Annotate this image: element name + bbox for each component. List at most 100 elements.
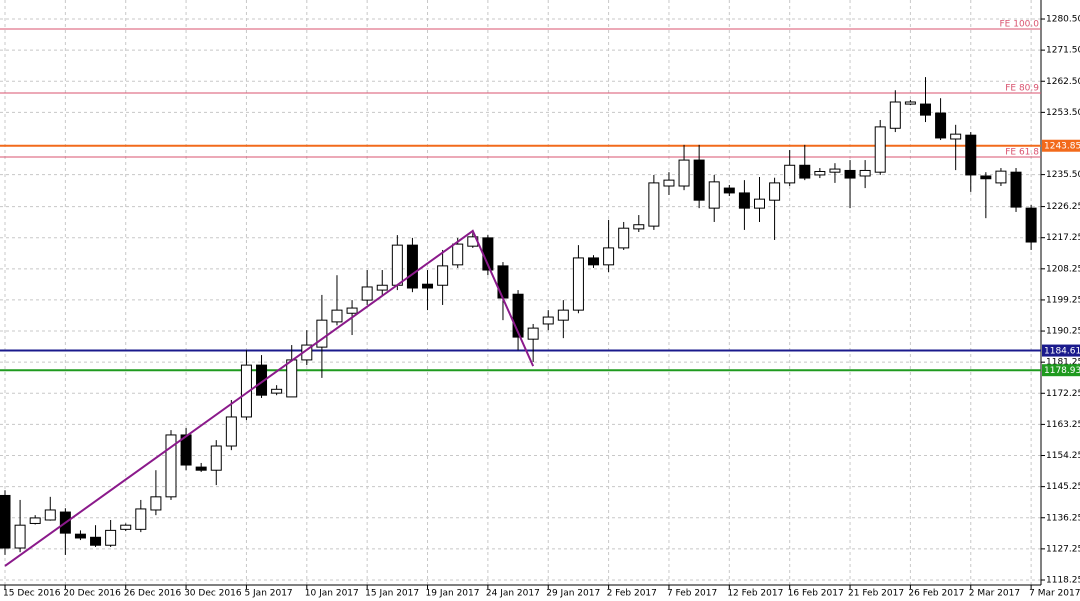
candle-body xyxy=(120,524,132,530)
candle-body xyxy=(648,182,660,227)
candle-body xyxy=(904,101,916,105)
candle-body xyxy=(1025,207,1037,243)
candle-body xyxy=(678,159,690,187)
candle-body xyxy=(708,181,720,209)
price-tag xyxy=(1042,139,1080,152)
candle-body xyxy=(105,529,117,546)
candle-body xyxy=(693,159,705,201)
candle-body xyxy=(874,126,886,173)
candle-body xyxy=(603,247,615,266)
candle-body xyxy=(452,243,464,266)
candle-body xyxy=(331,309,343,323)
candle-body xyxy=(497,265,509,299)
level-label: FE 80.9 xyxy=(1005,84,1039,94)
y-tick-label: 1208.25 xyxy=(1046,264,1080,274)
x-tick-label: 2 Feb 2017 xyxy=(607,589,657,599)
x-tick-label: 30 Dec 2016 xyxy=(184,589,242,599)
candle-body xyxy=(286,359,298,398)
price-tag-label: 1243.85 xyxy=(1044,142,1080,152)
candle-body xyxy=(542,316,554,325)
candle-body xyxy=(557,309,569,321)
candle-body xyxy=(829,168,841,173)
candle-body xyxy=(406,244,418,289)
x-tick-label: 29 Jan 2017 xyxy=(546,589,600,599)
candle-body xyxy=(0,494,11,549)
candle-body xyxy=(965,134,977,176)
candle-body xyxy=(950,133,962,140)
x-tick-label: 7 Mar 2017 xyxy=(1029,589,1080,599)
trendline xyxy=(4,229,535,567)
candle-body xyxy=(256,364,268,396)
price-tag-label: 1178.93 xyxy=(1044,366,1080,376)
level-label: FE 61.8 xyxy=(1005,147,1039,157)
candle-body xyxy=(935,112,947,139)
candle-body xyxy=(980,175,992,180)
price-tag xyxy=(1042,364,1080,377)
x-tick-label: 15 Jan 2017 xyxy=(365,589,419,599)
y-tick-label: 1190.25 xyxy=(1046,327,1080,337)
y-tick-label: 1217.25 xyxy=(1046,233,1080,243)
x-tick-label: 7 Feb 2017 xyxy=(667,589,717,599)
candle-body xyxy=(437,265,449,286)
candle-body xyxy=(29,517,41,524)
y-tick-label: 1181.25 xyxy=(1046,358,1080,368)
candle-body xyxy=(754,198,765,209)
candle-body xyxy=(316,319,328,348)
candle-body xyxy=(527,327,539,340)
candle-body xyxy=(271,388,283,394)
y-tick-label: 1154.25 xyxy=(1046,451,1080,461)
candle-body xyxy=(180,434,192,466)
candle-body xyxy=(859,169,871,177)
level-label: FE 100.0 xyxy=(1000,20,1040,30)
x-tick-label: 26 Dec 2016 xyxy=(124,589,182,599)
candle-body xyxy=(361,286,373,301)
candle-body xyxy=(633,224,645,230)
candle-body xyxy=(995,170,1007,184)
candle-body xyxy=(74,533,86,539)
price-tag xyxy=(1042,344,1080,357)
candle-body xyxy=(784,164,796,184)
candle-body xyxy=(889,101,901,129)
y-tick-label: 1163.25 xyxy=(1046,420,1080,430)
candle-body xyxy=(195,466,207,471)
x-tick-label: 16 Feb 2017 xyxy=(788,589,844,599)
y-tick-label: 1226.25 xyxy=(1046,202,1080,212)
y-tick-label: 1271.50 xyxy=(1046,46,1080,56)
candle-body xyxy=(376,284,388,291)
x-tick-label: 15 Dec 2016 xyxy=(3,589,61,599)
candle-body xyxy=(663,179,675,187)
y-tick-label: 1253.50 xyxy=(1046,108,1080,118)
candle-body xyxy=(1010,171,1022,208)
candle-body xyxy=(588,257,600,266)
x-tick-label: 12 Feb 2017 xyxy=(727,589,783,599)
candle-body xyxy=(150,496,162,511)
candle-body xyxy=(769,182,781,201)
x-tick-label: 20 Dec 2016 xyxy=(63,589,121,599)
y-tick-label: 1136.25 xyxy=(1046,513,1080,523)
candle-body xyxy=(919,103,931,116)
candle-body xyxy=(844,169,856,179)
candle-body xyxy=(14,524,26,549)
y-tick-label: 1118.25 xyxy=(1046,575,1080,585)
y-tick-label: 1127.25 xyxy=(1046,544,1080,554)
candle-body xyxy=(165,434,177,498)
candle-body xyxy=(618,227,630,249)
candle-body xyxy=(512,293,524,338)
candle-body xyxy=(225,416,237,447)
x-tick-label: 10 Jan 2017 xyxy=(305,589,359,599)
candle-body xyxy=(723,187,735,194)
price-tag-label: 1184.61 xyxy=(1044,347,1080,357)
y-tick-label: 1280.50 xyxy=(1046,15,1080,25)
candle-body xyxy=(135,508,147,530)
y-tick-label: 1262.50 xyxy=(1046,77,1080,87)
y-tick-label: 1172.25 xyxy=(1046,389,1080,399)
candle-body xyxy=(90,536,102,546)
candle-body xyxy=(346,307,358,314)
y-tick-label: 1145.25 xyxy=(1046,482,1080,492)
candle-body xyxy=(44,509,56,521)
candle-body xyxy=(738,192,750,209)
candle-body xyxy=(799,164,811,179)
y-tick-label: 1199.25 xyxy=(1046,295,1080,305)
x-tick-label: 2 Mar 2017 xyxy=(969,589,1020,599)
